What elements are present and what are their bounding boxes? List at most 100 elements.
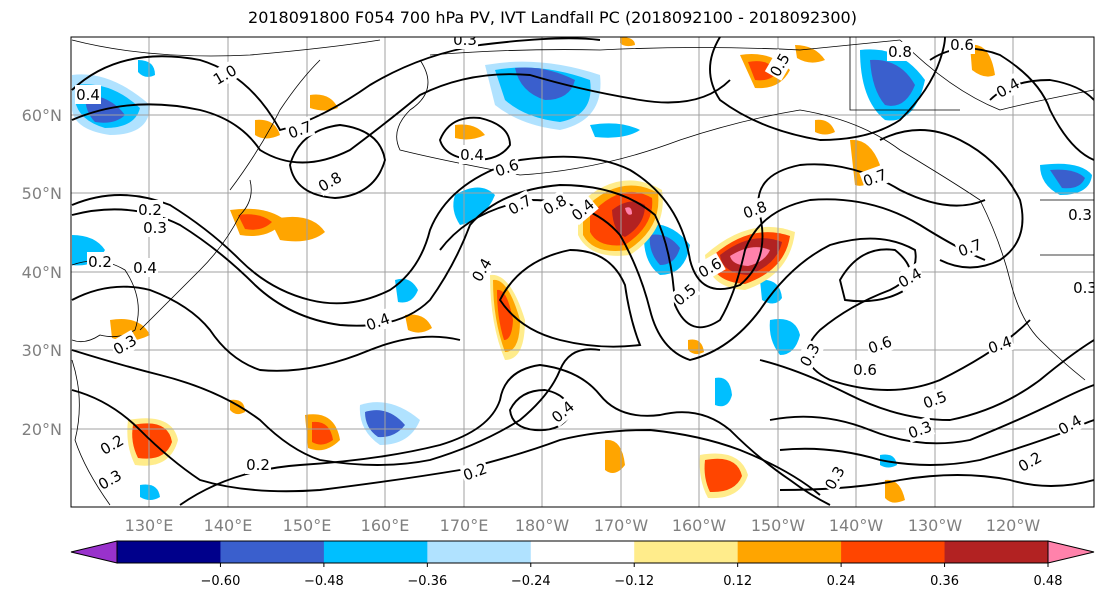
contour-label-text: 0.4 [895,264,925,292]
map-area: 0.30.41.00.70.80.40.60.7 0.80.40.50.60.80… [71,37,1094,507]
colorbar-segment [323,541,428,563]
contour-label-bg [132,258,158,277]
contour-label-text: 0.4 [133,259,157,277]
contour-label-bg [991,72,1024,103]
positive-anomaly-patch [612,201,645,237]
contour-label: 0.6 [852,360,878,379]
colorbar-segment [220,541,325,563]
contour-label-bg [893,262,926,293]
contour-label: 0.2 [245,455,271,474]
colorbar-extend-right [1047,540,1095,564]
contour-label-text: 0.4 [76,86,100,104]
coastline-north-america [979,199,1086,381]
contour-label-bg [87,252,113,271]
contour-label-text: 0.2 [88,253,112,271]
contour-label: 0.7 [503,189,536,220]
positive-anomaly-patch [110,319,150,341]
longitude-label: 150°E [283,516,332,535]
contour-label-bg [503,189,536,220]
contour-label-bg [208,59,241,90]
contour-label-bg [108,329,141,360]
contour-label: 0.6 [491,154,523,181]
contour-line [71,285,461,372]
contour-label-bg [546,395,579,428]
contour-label-text: 0.7 [505,191,535,219]
negative-anomaly-patch [138,60,155,77]
contour-label: 0.4 [132,258,158,277]
latitude-label: 40°N [22,263,62,282]
contour-label-text: 0.6 [853,361,877,379]
contour-label: 0.6 [864,331,896,358]
contour-label-bg [93,464,126,495]
contour-label: 0.3 [1067,205,1093,224]
pv-anomaly-fills [72,37,1092,503]
coastline-alaska [396,59,981,201]
contour-label: 0.8 [538,189,571,220]
latitude-label: 50°N [22,184,62,203]
contour-label-bg [739,196,771,223]
coastline-alaska-north [429,39,901,56]
contour-label-bg [538,189,571,220]
contour-label: 0.4 [893,262,926,293]
contour-label: 0.8 [313,166,346,197]
longitude-label: 140°W [829,516,884,535]
negative-anomaly-patch [760,279,782,304]
coastline-kamchatka [229,59,321,191]
contour-line [179,364,831,506]
contour-label-text: 0.8 [888,43,912,61]
contour-label-bg [819,461,850,494]
contour-line [779,474,1094,491]
contour-label-bg [459,145,485,164]
contour-label-bg [459,458,491,485]
map-title: 2018091800 F054 700 hPa PV, IVT Landfall… [248,8,857,27]
colorbar-segment [841,541,946,563]
border-lines [849,37,1094,256]
contour-line [71,73,731,164]
negative-anomaly-patch [649,234,680,265]
contour-label: 0.4 [75,85,101,104]
contour-label-bg [566,193,599,226]
contour-label-bg [1013,446,1046,477]
contour-line [289,124,386,199]
longitude-label: 170°W [594,516,649,535]
negative-anomaly-patch [769,319,800,355]
colorbar-tick-label: −0.60 [201,574,241,589]
contour-label-bg [668,278,701,311]
contour-line [71,37,601,132]
contour-label-bg [852,360,878,379]
colorbar-extend-left [70,540,118,564]
map-frame [70,36,1095,508]
contour-label: 0.3 [142,218,168,237]
negative-anomaly-patch [140,484,160,500]
contour-line [439,199,1031,391]
positive-anomaly-patch [405,314,432,333]
positive-anomaly-patch [310,94,338,111]
longitude-label: 130°E [125,516,174,535]
contour-label-bg [794,338,825,371]
contour-label-bg [75,85,101,104]
positive-anomaly-patch [455,124,485,140]
contour-line [709,37,946,141]
colorbar-tick-label: 0.24 [827,574,856,589]
longitude-label: 180°W [515,516,570,535]
latitude-label: 60°N [22,106,62,125]
contour-label: 0.2 [1013,446,1046,477]
contour-label: 0.5 [919,386,951,413]
contour-label-text: 0.3 [143,219,167,237]
contour-label-bg [764,48,795,81]
contour-label: 0.3 [794,338,825,371]
contour-label-text: 0.2 [97,431,127,459]
contour-label-bg [95,429,128,460]
longitude-label: 170°E [440,516,489,535]
longitude-label: 160°W [672,516,727,535]
positive-anomaly-patch [620,37,635,47]
contour-line [498,249,642,348]
contour-label-bg [142,218,168,237]
contour-label-bg [491,154,523,181]
positive-anomaly-patch [704,458,742,493]
contour-label-bg [887,42,913,61]
positive-anomaly-patch [625,207,632,215]
colorbar-segment [117,541,221,563]
contour-label: 0.3 [93,464,126,495]
